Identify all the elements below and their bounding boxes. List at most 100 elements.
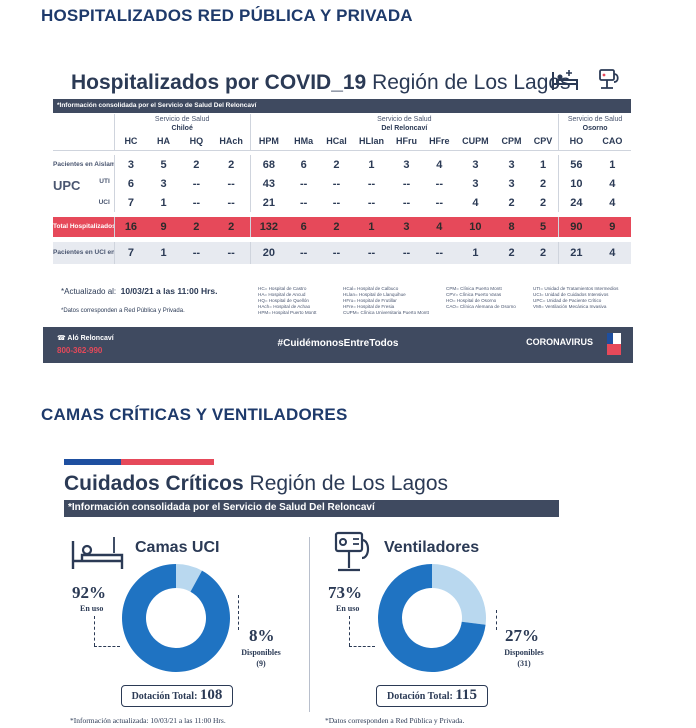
title-light: Región de Los Lagos [366, 71, 571, 94]
table-cell-cupm: 10 [455, 217, 496, 237]
table-cell-ha: 9 [147, 217, 180, 237]
table-cell-cao: 4 [593, 242, 631, 264]
col-hllan: HLlan [352, 133, 391, 151]
col-ha: HA [147, 133, 180, 151]
row-label: Pacientes en Aislamiento [53, 160, 115, 168]
card2-title: Cuidados Críticos Región de Los Lagos [64, 472, 448, 496]
hospitalizados-card: Hospitalizados por COVID_19 Región de Lo… [43, 58, 633, 363]
table-cell-ha: 1 [147, 242, 180, 264]
table-cell-cupm: 3 [472, 158, 479, 171]
leader-line [349, 646, 375, 647]
leader-line [496, 610, 497, 630]
legend-col-2: HCal= Hospital de Calbuco HLlan= Hospital… [343, 286, 429, 315]
leader-line [94, 616, 95, 646]
table-cell-hfru: -- [402, 177, 411, 190]
camas-free-label: Disponibles [241, 648, 281, 657]
col-hcal: HCal [320, 133, 353, 151]
leader-line [94, 646, 120, 647]
hospital-bed-icon [71, 537, 124, 569]
table-cell-hfre: 4 [436, 158, 443, 171]
table-cell-hq: 2 [193, 158, 200, 171]
table-cell-hllan: 1 [368, 158, 375, 171]
col-hma: HMa [287, 133, 321, 151]
service-osorno: Servicio de Salud Osorno [558, 114, 631, 133]
section-heading-hospitalizados: HOSPITALIZADOS RED PÚBLICA Y PRIVADA [41, 6, 413, 25]
table-cell-hfru: -- [390, 242, 423, 264]
col-cpm: CPM [495, 133, 528, 151]
col-ho: HO [558, 133, 594, 151]
data-note-2: *Datos corresponden a Red Pública y Priv… [325, 716, 465, 725]
table-cell-hpm: 43 [249, 174, 288, 193]
government-logo [607, 333, 621, 355]
camas-total-box: Dotación Total: 108 [121, 685, 233, 707]
table-cell-cupm: 4 [472, 196, 479, 209]
table-cell-hllan: -- [367, 177, 376, 190]
table-row-total: Total Hospitalizados 16 9 2 2 132 6 2 1 3 4 10 8 5 90… [53, 217, 631, 237]
table-cell-hach: 2 [212, 217, 251, 237]
service-reloncavi: Servicio de Salud Del Reloncaví [249, 114, 559, 133]
vent-used-label: En uso [336, 604, 360, 613]
coronavirus-label: CORONAVIRUS [526, 337, 593, 347]
table-cell-hach: 2 [228, 158, 235, 171]
divider [309, 537, 310, 712]
title-bold: Hospitalizados por COVID_19 [71, 71, 367, 94]
table-cell-hfre: -- [435, 196, 443, 209]
update-note: *Actualizado al: 10/03/21 a las 11:00 Hr… [61, 286, 218, 314]
table-cell-cpm: 3 [508, 177, 515, 190]
table-cell-hcal: 2 [320, 217, 353, 237]
table-cell-cpv: 1 [540, 158, 547, 171]
alo-reloncavi: ☎ Aló Reloncaví [57, 335, 114, 342]
info-bar: *Información consolidada por el Servicio… [53, 99, 631, 113]
card-title: Hospitalizados por COVID_19 Región de Lo… [71, 71, 571, 95]
table-cell-hfre: -- [422, 242, 456, 264]
row-label: Pacientes en UCI en VMI [53, 242, 115, 264]
service-header-row: Servicio de Salud Chiloé Servicio de Salu… [53, 114, 631, 133]
table-cell-hc: 16 [113, 217, 148, 237]
col-hfru: HFru [390, 133, 423, 151]
table-cell-hfru: -- [402, 196, 411, 209]
table-cell-hllan: 1 [352, 217, 391, 237]
donut-slice-en-uso [122, 564, 230, 672]
camas-used-pct: 92% [72, 583, 106, 602]
table-cell-cao: 9 [593, 217, 631, 237]
updated-label: *Actualizado al: [61, 287, 117, 296]
donut-slice-en-uso [378, 564, 486, 672]
table-cell-hfre: -- [435, 177, 443, 190]
table-cell-hc: 7 [113, 193, 148, 212]
upc-label: UPC [53, 177, 81, 193]
table-cell-ho: 21 [558, 242, 594, 264]
updated-value: 10/03/21 a las 11:00 Hrs. [120, 286, 218, 296]
table-cell-hma: -- [299, 177, 308, 190]
title-light: Región de Los Lagos [243, 472, 449, 495]
table-cell-cpv: 2 [540, 177, 547, 190]
table-cell-hq: -- [179, 242, 213, 264]
table-cell-hcal: -- [332, 196, 341, 209]
title-bold: Cuidados Críticos [64, 472, 244, 495]
row-label: UCI [98, 198, 110, 206]
footer-bar: ☎ Aló Reloncaví 800-362-990 #CuidémonosE… [43, 327, 633, 363]
flag-stripe [64, 459, 214, 465]
hospitalized-table: Servicio de Salud Chiloé Servicio de Salu… [53, 114, 631, 264]
table-cell-hach: -- [227, 177, 235, 190]
row-label: Total Hospitalizados [53, 217, 115, 237]
vent-free-pct: 27% [505, 626, 539, 645]
col-hfre: HFre [422, 133, 456, 151]
table-cell-cao: 1 [609, 158, 616, 171]
table-cell-cpv: 5 [527, 217, 559, 237]
table-cell-hllan: -- [367, 196, 376, 209]
table-cell-hma: 6 [287, 217, 321, 237]
leader-line [349, 616, 350, 646]
hospital-bed-icon [552, 70, 578, 90]
table-cell-cpm: 8 [495, 217, 528, 237]
table-cell-cpm: 2 [495, 242, 528, 264]
table-cell-hcal: 2 [333, 158, 340, 171]
table-cell-cpm: 3 [508, 158, 515, 171]
table-cell-cao: 4 [609, 196, 616, 209]
table-cell-ho: 10 [558, 174, 594, 193]
legend-col-3: CPM= Clínica Puerto Montt CPV= Clínica Pu… [446, 286, 516, 309]
table-cell-hpm: 132 [249, 217, 288, 237]
table-row-aislamiento: Pacientes en Aislamiento 352268621343315… [53, 155, 631, 174]
table-cell-cupm: 3 [472, 177, 479, 190]
table-cell-cupm: 1 [455, 242, 496, 264]
service-chiloe: Servicio de Salud Chiloé [113, 114, 251, 133]
